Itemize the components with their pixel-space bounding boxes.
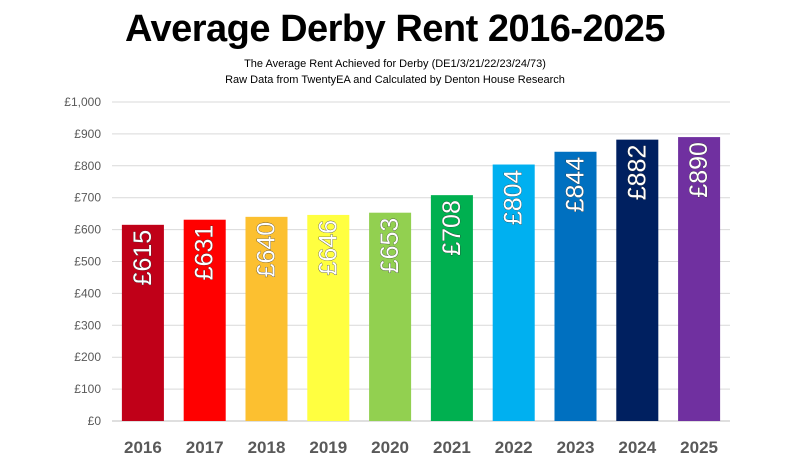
y-tick-label: £100 [74,382,101,396]
y-tick-label: £1,000 [64,95,101,109]
y-tick-label: £0 [88,414,102,428]
y-tick-label: £300 [74,318,101,332]
y-axis-ticks: £0 £100 £200 £300 £400 £500 £600 £700 £800 £900 £1… [64,95,101,428]
bar-2020 [369,212,412,421]
data-labels: £615 £631 £640 £646 £653 £708 £804 £844 £882 £890 [129,142,714,286]
data-label: £615 [129,230,157,286]
chart-subtitle-line-1: The Average Rent Achieved for Derby (DE1… [244,58,546,70]
data-label: £646 [314,220,342,276]
data-label: £653 [376,218,404,274]
y-tick-label: £500 [74,255,101,269]
bar-2022 [492,164,535,422]
x-tick-label: 2018 [248,438,286,457]
x-tick-label: 2025 [680,438,718,457]
y-tick-label: £200 [74,350,101,364]
x-tick-label: 2017 [186,438,224,457]
data-label: £708 [438,200,466,256]
x-tick-label: 2024 [618,438,656,457]
bar-2021 [430,195,473,421]
data-label: £631 [191,225,219,281]
y-tick-label: £400 [74,286,101,300]
y-tick-label: £900 [74,127,101,141]
data-label: £804 [500,169,528,225]
bar-2023 [554,151,597,421]
bar-2018 [245,216,288,421]
y-tick-label: £600 [74,223,101,237]
bar-2016 [121,224,164,421]
data-label: £890 [685,142,713,198]
x-tick-label: 2023 [557,438,595,457]
x-tick-label: 2021 [433,438,471,457]
data-label: £882 [623,145,651,201]
x-tick-label: 2020 [371,438,409,457]
bars [121,137,721,422]
x-tick-label: 2022 [495,438,533,457]
y-tick-label: £800 [74,159,101,173]
chart-title: Average Derby Rent 2016-2025 [124,8,666,50]
x-axis-labels: 2016 2017 2018 2019 2020 2021 2022 2023 2024 2025 [124,438,718,457]
x-tick-label: 2016 [124,438,162,457]
chart-subtitle-line-2: Raw Data from TwentyEA and Calculated by… [225,74,565,86]
data-label: £844 [562,157,590,213]
bar-2017 [183,219,226,421]
bar-2025 [678,137,721,421]
x-tick-label: 2019 [309,438,347,457]
bar-2024 [616,139,659,421]
y-tick-label: £700 [74,191,101,205]
data-label: £640 [253,222,281,278]
bar-2019 [307,214,350,421]
